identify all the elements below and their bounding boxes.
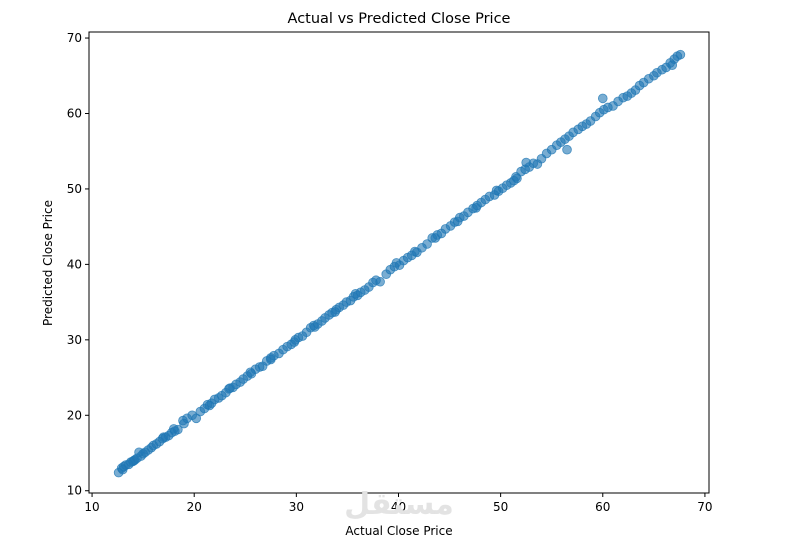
y-tick-label: 10	[67, 484, 82, 498]
y-tick-label: 50	[67, 182, 82, 196]
data-point	[179, 418, 189, 429]
data-point	[129, 455, 139, 466]
data-point	[430, 233, 441, 243]
chart-title: Actual vs Predicted Close Price	[288, 11, 511, 27]
data-point	[330, 307, 340, 317]
data-point	[204, 400, 215, 411]
data-point	[452, 216, 463, 227]
y-axis-ticks: 10 20 30 40 50 60 70	[67, 31, 89, 498]
data-point	[138, 448, 148, 459]
x-tick-label: 50	[493, 500, 508, 514]
data-point	[562, 144, 572, 155]
watermark: مستقل	[344, 487, 454, 522]
data-point	[511, 172, 521, 182]
y-tick-label: 70	[67, 31, 82, 45]
scatter-points	[113, 49, 686, 478]
data-point	[350, 289, 361, 299]
y-tick-label: 30	[67, 333, 82, 347]
data-point	[667, 60, 678, 70]
x-tick-label: 30	[289, 500, 304, 514]
x-tick-label: 20	[187, 500, 202, 514]
data-point	[675, 49, 686, 60]
y-axis-title: Predicted Close Price	[41, 200, 55, 326]
y-tick-label: 40	[67, 257, 82, 271]
x-axis-ticks: 10 20 30 40 50 60 70	[84, 493, 713, 514]
data-point	[168, 424, 179, 434]
data-point	[117, 464, 128, 475]
data-point	[597, 93, 608, 104]
data-point	[521, 157, 531, 168]
data-point	[245, 367, 256, 378]
data-point	[491, 185, 502, 196]
x-axis-title: Actual Close Price	[345, 524, 452, 538]
data-point	[289, 337, 300, 347]
data-point	[309, 322, 320, 332]
y-tick-label: 20	[67, 408, 82, 422]
x-tick-label: 40	[391, 500, 406, 514]
plot-frame	[88, 31, 710, 494]
x-tick-label: 60	[595, 500, 610, 514]
data-point	[389, 261, 400, 272]
data-point	[422, 239, 432, 249]
data-point	[266, 353, 276, 363]
data-point	[225, 383, 235, 393]
data-point	[371, 275, 381, 286]
x-tick-label: 70	[697, 500, 712, 514]
y-tick-label: 60	[67, 106, 82, 120]
x-tick-label: 10	[84, 500, 99, 514]
data-point	[158, 432, 169, 442]
data-point	[410, 246, 420, 257]
data-point	[471, 203, 481, 213]
